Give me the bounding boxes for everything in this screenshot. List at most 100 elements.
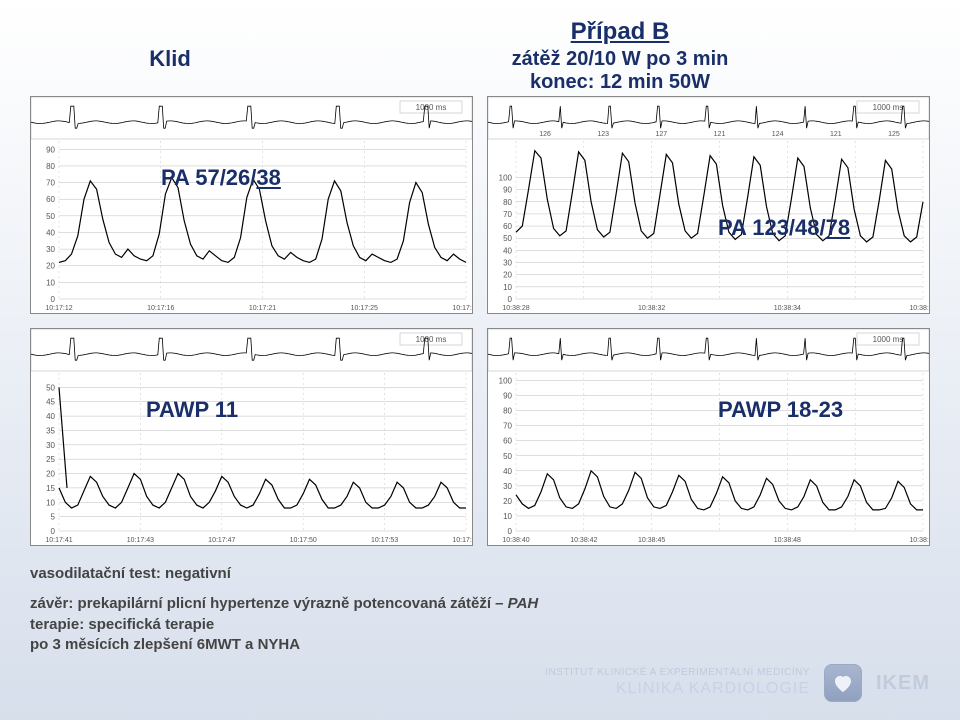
footer-line3: terapie: specifická terapie <box>30 615 930 635</box>
svg-text:10:38:50: 10:38:50 <box>909 537 929 544</box>
svg-text:10:17:21: 10:17:21 <box>249 305 276 312</box>
svg-text:30: 30 <box>46 441 55 450</box>
chart-panel-pa-exercise: 1000 ms 126 123 127 121 124 121 125 0 10 20 30 40 50 6… <box>487 96 930 314</box>
svg-text:10:38:45: 10:38:45 <box>638 537 665 544</box>
chart-panel-pa-rest: 1000 ms 0 10 20 30 40 50 60 70 80 90 10:17:12 10:17:… <box>30 96 473 314</box>
svg-text:20: 20 <box>503 271 512 280</box>
footer-line2a: závěr: prekapilární plicní hypertenze vý… <box>30 595 508 612</box>
label-pawp-rest: PAWP 11 <box>146 397 238 423</box>
footer-line2: závěr: prekapilární plicní hypertenze vý… <box>30 594 930 614</box>
svg-text:126: 126 <box>539 131 551 138</box>
svg-text:0: 0 <box>51 295 56 304</box>
svg-text:10:38:48: 10:38:48 <box>774 537 801 544</box>
svg-text:30: 30 <box>503 482 512 491</box>
ikem-text: IKEM <box>876 672 930 695</box>
svg-text:10:38:32: 10:38:32 <box>638 305 665 312</box>
svg-text:20: 20 <box>46 262 55 271</box>
svg-text:10:17:16: 10:17:16 <box>147 305 174 312</box>
subtitle-2: konec: 12 min 50W <box>310 71 930 94</box>
svg-text:100: 100 <box>499 173 513 182</box>
chart-panel-pawp-exercise: 1000 ms010203040506070809010010:38:4010:… <box>487 328 930 546</box>
ikem-logo: IKEM <box>876 672 930 695</box>
svg-text:10:38:28: 10:38:28 <box>502 305 529 312</box>
inst-line1: INSTITUT KLINICKÉ A EXPERIMENTÁLNÍ MEDIC… <box>545 667 810 679</box>
subtitle-1: zátěž 20/10 W po 3 min <box>310 48 930 71</box>
svg-text:100: 100 <box>499 377 513 386</box>
svg-text:10:17:47: 10:17:47 <box>208 537 235 544</box>
label-pawp-exercise: PAWP 18-23 <box>718 397 843 423</box>
svg-text:10:17:28: 10:17:28 <box>452 305 472 312</box>
svg-text:50: 50 <box>503 234 512 243</box>
institute-text: INSTITUT KLINICKÉ A EXPERIMENTÁLNÍ MEDIC… <box>545 667 810 698</box>
svg-text:60: 60 <box>503 222 512 231</box>
svg-text:10:38:42: 10:38:42 <box>570 537 597 544</box>
svg-text:123: 123 <box>597 131 609 138</box>
label-pa-exercise: PA 123/48/78 <box>718 215 850 241</box>
svg-text:1000 ms: 1000 ms <box>873 103 904 112</box>
logo-block: INSTITUT KLINICKÉ A EXPERIMENTÁLNÍ MEDIC… <box>545 664 930 702</box>
svg-text:10:17:43: 10:17:43 <box>127 537 154 544</box>
svg-text:121: 121 <box>830 131 842 138</box>
header: Klid Případ B zátěž 20/10 W po 3 min kon… <box>30 18 930 88</box>
chart-panel-pawp-rest: 1000 ms0510152025303540455010:17:4110:17… <box>30 328 473 546</box>
svg-text:10:17:12: 10:17:12 <box>45 305 72 312</box>
svg-text:40: 40 <box>503 246 512 255</box>
svg-text:80: 80 <box>503 407 512 416</box>
case-title: Případ B <box>310 18 930 46</box>
svg-text:70: 70 <box>503 422 512 431</box>
svg-text:30: 30 <box>503 259 512 268</box>
content-area: Klid Případ B zátěž 20/10 W po 3 min kon… <box>0 0 960 720</box>
svg-text:0: 0 <box>508 527 513 536</box>
svg-text:10:17:53: 10:17:53 <box>371 537 398 544</box>
svg-text:90: 90 <box>503 186 512 195</box>
svg-text:125: 125 <box>888 131 900 138</box>
svg-text:70: 70 <box>503 210 512 219</box>
svg-text:60: 60 <box>46 195 55 204</box>
svg-text:80: 80 <box>503 198 512 207</box>
klid-label: Klid <box>30 18 310 88</box>
svg-text:35: 35 <box>46 426 55 435</box>
svg-text:25: 25 <box>46 455 55 464</box>
svg-text:30: 30 <box>46 245 55 254</box>
svg-text:10:17:25: 10:17:25 <box>351 305 378 312</box>
svg-text:10:38:40: 10:38:40 <box>502 537 529 544</box>
svg-text:10:38:38: 10:38:38 <box>909 305 929 312</box>
svg-text:124: 124 <box>772 131 784 138</box>
inst-line2: KLINIKA KARDIOLOGIE <box>545 679 810 698</box>
footer-text: vasodilatační test: negativní závěr: pre… <box>30 564 930 655</box>
svg-text:40: 40 <box>503 467 512 476</box>
svg-text:45: 45 <box>46 398 55 407</box>
svg-text:70: 70 <box>46 179 55 188</box>
svg-text:90: 90 <box>503 392 512 401</box>
svg-text:20: 20 <box>46 470 55 479</box>
svg-text:1000 ms: 1000 ms <box>416 103 447 112</box>
footer-line4: po 3 měsících zlepšení 6MWT a NYHA <box>30 635 930 655</box>
svg-text:1000 ms: 1000 ms <box>873 335 904 344</box>
svg-text:10: 10 <box>503 512 512 521</box>
svg-text:0: 0 <box>51 527 56 536</box>
svg-text:5: 5 <box>51 513 56 522</box>
svg-text:50: 50 <box>46 383 55 392</box>
heart-icon <box>824 664 862 702</box>
svg-text:10: 10 <box>503 283 512 292</box>
svg-text:0: 0 <box>508 295 513 304</box>
label-pa-rest: PA 57/26/38 <box>161 165 281 191</box>
svg-text:10:17:55: 10:17:55 <box>452 537 472 544</box>
header-right: Případ B zátěž 20/10 W po 3 min konec: 1… <box>310 18 930 88</box>
svg-text:121: 121 <box>714 131 726 138</box>
charts-grid: 1000 ms010203040506070809010:17:1210:17:… <box>30 96 930 546</box>
svg-text:90: 90 <box>46 145 55 154</box>
svg-text:10: 10 <box>46 278 55 287</box>
svg-text:40: 40 <box>46 228 55 237</box>
footer-line2b: PAH <box>508 595 539 612</box>
svg-text:15: 15 <box>46 484 55 493</box>
footer-line1: vasodilatační test: negativní <box>30 564 930 584</box>
svg-text:127: 127 <box>656 131 668 138</box>
svg-text:80: 80 <box>46 162 55 171</box>
svg-text:1000 ms: 1000 ms <box>416 335 447 344</box>
svg-text:10:17:50: 10:17:50 <box>290 537 317 544</box>
svg-text:10:17:41: 10:17:41 <box>45 537 72 544</box>
svg-text:40: 40 <box>46 412 55 421</box>
svg-text:10:38:34: 10:38:34 <box>774 305 801 312</box>
svg-text:50: 50 <box>46 212 55 221</box>
